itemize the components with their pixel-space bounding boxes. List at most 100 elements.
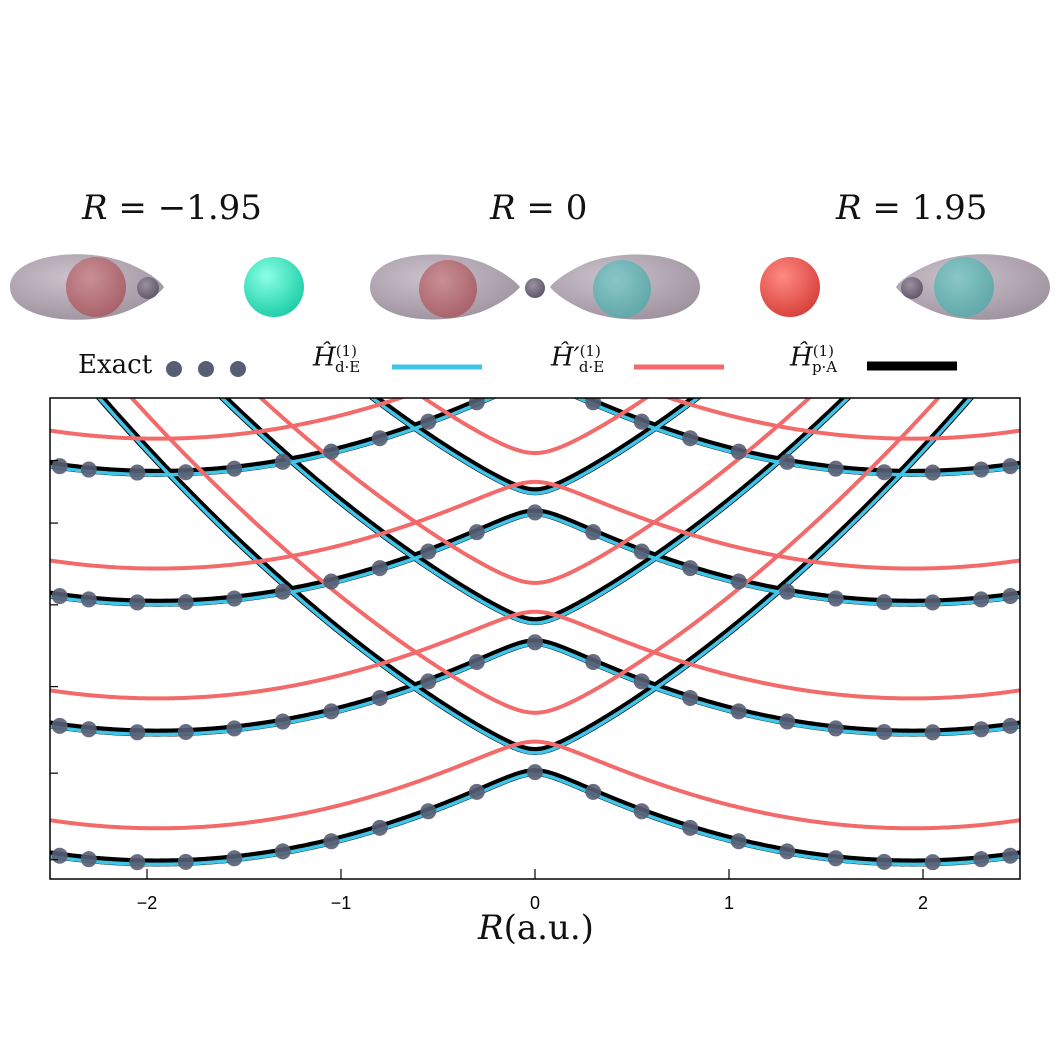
x-tick-label-0: −2 bbox=[137, 893, 158, 913]
exact-point-1-16 bbox=[827, 720, 844, 737]
exact-point-3-0 bbox=[51, 458, 68, 475]
exact-point-3-15 bbox=[779, 453, 796, 470]
exact-point-2-5 bbox=[274, 583, 291, 600]
exact-point-2-11 bbox=[585, 524, 602, 541]
series-h-de-prime-lower-2 bbox=[50, 479, 1020, 571]
panel-label-center: R = 0 bbox=[490, 188, 588, 228]
series-h-de-prime-lower-3 bbox=[50, 398, 1020, 441]
exact-point-2-16 bbox=[827, 590, 844, 607]
series-h-de-prime-upper-1 bbox=[257, 398, 813, 585]
legend-h-de-line bbox=[392, 364, 482, 370]
panel-label-left: R = −1.95 bbox=[82, 188, 262, 228]
exact-point-3-6 bbox=[323, 443, 340, 460]
exact-point-3-4 bbox=[226, 460, 243, 477]
exact-point-1-9 bbox=[468, 654, 485, 671]
exact-point-1-0 bbox=[51, 717, 68, 734]
exact-point-1-12 bbox=[633, 673, 650, 690]
series-h-pa-upper-2 bbox=[368, 398, 702, 496]
exact-point-0-6 bbox=[323, 833, 340, 850]
series-h-pa-lower-2 bbox=[50, 508, 1020, 607]
x-tick-label-4: 2 bbox=[918, 893, 928, 913]
molecule-left bbox=[10, 254, 304, 320]
series-h-pa-upper-1 bbox=[218, 398, 852, 626]
plot-area bbox=[50, 0, 1020, 871]
x-tick-label-3: 1 bbox=[724, 893, 734, 913]
exact-point-1-19 bbox=[973, 721, 990, 738]
x-tick-label-1: −1 bbox=[331, 893, 352, 913]
exact-point-3-10 bbox=[527, 375, 543, 391]
series-h-de-upper-1 bbox=[219, 398, 851, 625]
exact-point-3-5 bbox=[274, 453, 291, 470]
exact-point-2-2 bbox=[129, 594, 146, 611]
exact-point-0-7 bbox=[371, 819, 388, 836]
series-h-de-prime-lower-0 bbox=[50, 739, 1020, 831]
molecule-illustrations bbox=[10, 254, 1050, 320]
exact-point-1-13 bbox=[682, 689, 699, 706]
exact-point-1-3 bbox=[177, 724, 194, 741]
exact-point-3-3 bbox=[177, 464, 194, 481]
exact-point-3-12 bbox=[633, 413, 650, 430]
series-h-de-lower-2 bbox=[50, 512, 1020, 607]
exact-point-2-19 bbox=[973, 591, 990, 608]
exact-point-1-18 bbox=[924, 724, 941, 741]
series-h-pa-upper-0 bbox=[95, 398, 975, 755]
exact-point-0-2 bbox=[129, 854, 146, 871]
exact-point-0-1 bbox=[80, 851, 97, 868]
exact-point-3-1 bbox=[80, 461, 97, 478]
exact-point-0-15 bbox=[779, 843, 796, 860]
series-h-de-upper-2 bbox=[369, 398, 701, 495]
legend-exact-label: Exact bbox=[78, 350, 153, 380]
exact-point-1-1 bbox=[80, 721, 97, 738]
exact-point-0-20 bbox=[1002, 847, 1019, 864]
exact-point-2-8 bbox=[420, 543, 437, 560]
exact-point-1-8 bbox=[420, 673, 437, 690]
exact-point-2-17 bbox=[876, 594, 893, 611]
exact-point-3-20 bbox=[1002, 458, 1019, 475]
exact-point-1-15 bbox=[779, 713, 796, 730]
exact-point-0-3 bbox=[177, 853, 194, 870]
series-h-de-prime-upper-3 bbox=[50, 0, 1020, 323]
molecule-center bbox=[370, 254, 700, 320]
exact-point-1-5 bbox=[274, 713, 291, 730]
series-h-de-prime-upper-2 bbox=[420, 398, 650, 456]
exact-point-0-8 bbox=[420, 803, 437, 820]
panel-label-right: R = 1.95 bbox=[836, 188, 988, 228]
series-h-de-prime-upper-0 bbox=[129, 398, 941, 715]
exact-point-2-20 bbox=[1002, 588, 1019, 605]
legend-h-pa-line bbox=[867, 361, 957, 371]
legend-exact-marker bbox=[166, 361, 246, 377]
exact-point-1-4 bbox=[226, 720, 243, 737]
exact-point-0-9 bbox=[468, 783, 485, 800]
legend-h-de-label: Ĥ(1)d·E bbox=[313, 342, 361, 376]
exact-point-0-11 bbox=[585, 783, 602, 800]
exact-point-1-10 bbox=[527, 634, 543, 651]
exact-point-0-14 bbox=[730, 833, 747, 850]
exact-point-0-10 bbox=[527, 764, 543, 781]
axis-ticks: −2 −1 0 1 2 bbox=[50, 459, 928, 913]
exact-point-3-18 bbox=[924, 464, 941, 481]
exact-point-0-0 bbox=[51, 847, 68, 864]
exact-point-1-20 bbox=[1002, 717, 1019, 734]
series-h-de-lower-1 bbox=[50, 642, 1020, 737]
x-axis-label: R(a.u.) bbox=[478, 908, 594, 948]
exact-point-2-13 bbox=[682, 560, 699, 577]
series-h-de-prime-lower-1 bbox=[50, 609, 1020, 701]
series-h-de-lower-3 bbox=[50, 398, 1020, 477]
exact-point-0-13 bbox=[682, 819, 699, 836]
exact-point-2-7 bbox=[371, 560, 388, 577]
exact-point-2-3 bbox=[177, 594, 194, 611]
exact-point-1-7 bbox=[371, 689, 388, 706]
exact-point-2-14 bbox=[730, 573, 747, 590]
exact-point-2-9 bbox=[468, 524, 485, 541]
exact-point-0-12 bbox=[633, 803, 650, 820]
legend-h-de-prime-label: Ĥ′(1)d·E bbox=[551, 342, 605, 376]
exact-point-3-9 bbox=[468, 398, 485, 411]
exact-point-3-19 bbox=[973, 461, 990, 478]
exact-point-3-2 bbox=[129, 464, 146, 481]
exact-point-3-11 bbox=[585, 398, 602, 411]
exact-point-3-17 bbox=[876, 464, 893, 481]
x-tick-label-2: 0 bbox=[530, 893, 540, 913]
legend-h-de-prime-line bbox=[634, 364, 724, 370]
exact-point-3-13 bbox=[682, 430, 699, 447]
exact-point-3-16 bbox=[827, 460, 844, 477]
